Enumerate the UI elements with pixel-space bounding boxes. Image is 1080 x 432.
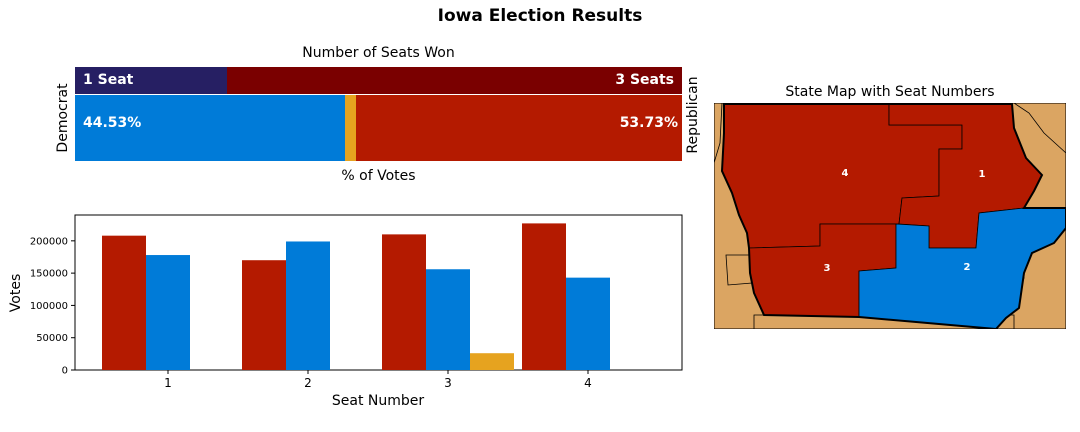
y-tick-label: 50000 [36, 333, 68, 344]
x-tick-label: 3 [444, 376, 452, 390]
neighbor-state-ne [1013, 103, 1066, 154]
bar-rep-seat-1 [102, 235, 146, 370]
district-1-label: 1 [979, 169, 986, 180]
bar-dem-seat-4 [566, 277, 610, 370]
dem-seat-segment [75, 67, 227, 94]
seats-panel-title: Number of Seats Won [302, 45, 455, 61]
bar-dem-seat-1 [146, 255, 190, 370]
district-4-label: 4 [842, 168, 849, 179]
y-tick-label: 0 [62, 366, 68, 377]
bar-rep-seat-3 [382, 234, 426, 370]
x-tick-label: 4 [584, 376, 592, 390]
y-tick-label: 100000 [30, 301, 68, 312]
bar-rep-seat-4 [522, 223, 566, 370]
votes-bar-chart: 1 2 3 4 0 50000 100000 150000 200000 Seat Number… [8, 214, 683, 409]
bar-dem-seat-3 [426, 269, 470, 370]
bar-dem-seat-2 [286, 241, 330, 370]
y-tick-label: 150000 [30, 269, 68, 280]
republican-axis-label: Republican [685, 76, 701, 154]
rep-seats-label: 3 Seats [615, 72, 674, 88]
vote-share-bar: 44.53% 53.73% [75, 95, 682, 161]
seat-share-bar: 1 Seat 3 Seats [75, 67, 682, 94]
neighbor-state-sw [725, 254, 753, 286]
x-tick-label: 1 [164, 376, 172, 390]
y-axis-label: Votes [8, 274, 24, 312]
y-tick-label: 200000 [30, 236, 68, 247]
dem-vote-segment [75, 95, 345, 161]
plot-frame [74, 214, 683, 371]
bar-rep-seat-2 [242, 260, 286, 370]
map-title: State Map with Seat Numbers [785, 84, 995, 100]
neighbor-state-w [714, 103, 723, 164]
state-map: 1 2 3 4 [714, 103, 1066, 329]
votes-caption: % of Votes [341, 168, 416, 184]
rep-seat-segment [227, 67, 682, 94]
page-title: Iowa Election Results [437, 6, 643, 26]
dem-seats-label: 1 Seat [83, 72, 134, 88]
district-2-label: 2 [964, 262, 971, 273]
rep-vote-segment [356, 95, 682, 161]
dem-pct-label: 44.53% [83, 115, 142, 131]
rep-pct-label: 53.73% [619, 115, 678, 131]
other-vote-segment [345, 95, 356, 161]
x-tick-label: 2 [304, 376, 312, 390]
x-axis-label: Seat Number [332, 393, 425, 409]
state-outline [720, 103, 1066, 329]
district-3-label: 3 [824, 263, 831, 274]
bar-other-seat-3 [470, 353, 514, 370]
democrat-axis-label: Democrat [55, 83, 71, 153]
